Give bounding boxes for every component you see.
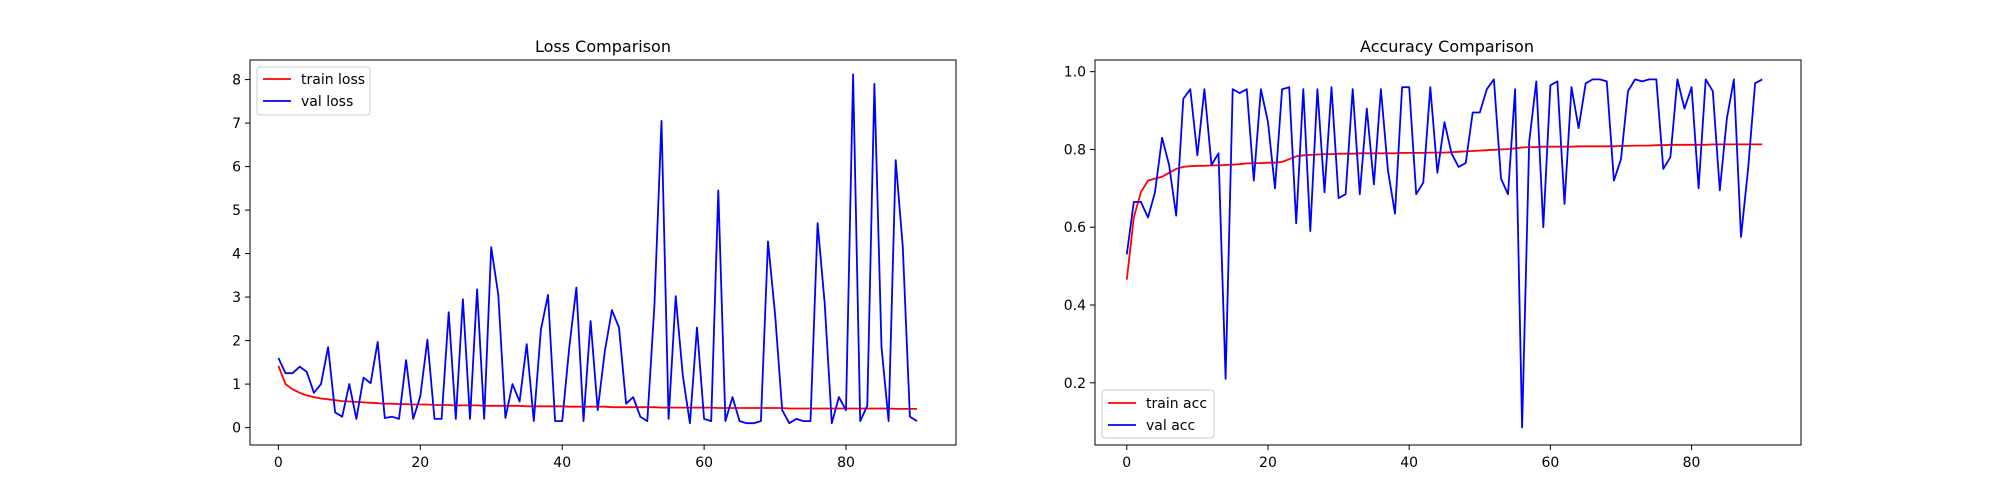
legend-label-val-acc: val acc — [1146, 418, 1195, 434]
y-tick-label: 0.2 — [1064, 376, 1086, 392]
y-tick-label: 0.4 — [1064, 298, 1086, 314]
legend-label-val-loss: val loss — [301, 94, 353, 110]
legend-box — [1101, 389, 1215, 439]
series-line-val-acc — [1125, 78, 1763, 429]
plot-frame — [1094, 59, 1802, 446]
x-tick-label: 40 — [1400, 455, 1418, 471]
tick-group: 0 20 40 60 80 0.2 0.4 0.6 0.8 1.0 — [1064, 65, 1701, 471]
x-tick-label: 80 — [1683, 455, 1701, 471]
y-tick-label: 5 — [232, 203, 241, 219]
y-tick-label: 7 — [232, 116, 241, 132]
tick-group: 0 20 40 60 80 0 1 2 3 4 5 6 7 8 — [232, 73, 855, 471]
y-tick-label: 2 — [232, 334, 241, 350]
chart-title: Loss Comparison — [535, 37, 671, 56]
x-tick-label: 0 — [274, 455, 283, 471]
y-tick-label: 4 — [232, 247, 241, 263]
series-group — [277, 73, 918, 425]
legend: train acc val acc — [1101, 389, 1215, 439]
chart-title: Accuracy Comparison — [1360, 37, 1534, 56]
legend: train loss val loss — [256, 66, 371, 116]
x-tick-label: 60 — [1541, 455, 1559, 471]
y-tick-label: 8 — [232, 73, 241, 89]
legend-label-train-acc: train acc — [1146, 396, 1207, 412]
y-tick-label: 0.6 — [1064, 220, 1086, 236]
y-tick-label: 6 — [232, 160, 241, 176]
accuracy-chart: Accuracy Comparison 0 20 40 60 80 0.2 0.4 0.6 0.… — [1064, 37, 1802, 471]
x-tick-label: 60 — [695, 455, 713, 471]
loss-chart: Loss Comparison 0 20 40 60 80 0 1 2 3 4 5 6 7 8 train… — [232, 37, 957, 471]
x-tick-label: 80 — [837, 455, 855, 471]
series-group — [1125, 78, 1763, 429]
y-tick-label: 1 — [232, 377, 241, 393]
plot-frame — [249, 59, 957, 446]
y-tick-label: 0 — [232, 421, 241, 437]
series-line-train-acc — [1125, 143, 1763, 280]
x-tick-label: 40 — [553, 455, 571, 471]
series-line-val-loss — [277, 73, 918, 425]
y-tick-label: 0.8 — [1064, 142, 1086, 158]
legend-label-train-loss: train loss — [301, 72, 365, 88]
y-tick-label: 3 — [232, 290, 241, 306]
x-tick-label: 20 — [411, 455, 429, 471]
x-tick-label: 20 — [1259, 455, 1277, 471]
x-tick-label: 0 — [1122, 455, 1131, 471]
y-tick-label: 1.0 — [1064, 65, 1086, 81]
